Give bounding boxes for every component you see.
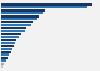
Bar [1,33,21,35]
Bar [1,12,43,14]
Bar [1,24,31,26]
Bar [1,42,15,44]
Bar [1,27,26,29]
Bar [1,39,16,41]
Bar [1,18,37,20]
Bar [1,36,19,38]
Bar [1,3,92,6]
Bar [1,30,25,32]
Bar [1,6,87,8]
Bar [1,65,3,68]
Bar [1,21,33,24]
Bar [1,51,11,53]
Bar [1,15,39,18]
Bar [1,9,45,12]
Bar [1,47,12,50]
Bar [1,63,4,65]
Bar [1,45,14,47]
Bar [1,59,6,62]
Bar [1,57,8,59]
Bar [1,53,9,56]
